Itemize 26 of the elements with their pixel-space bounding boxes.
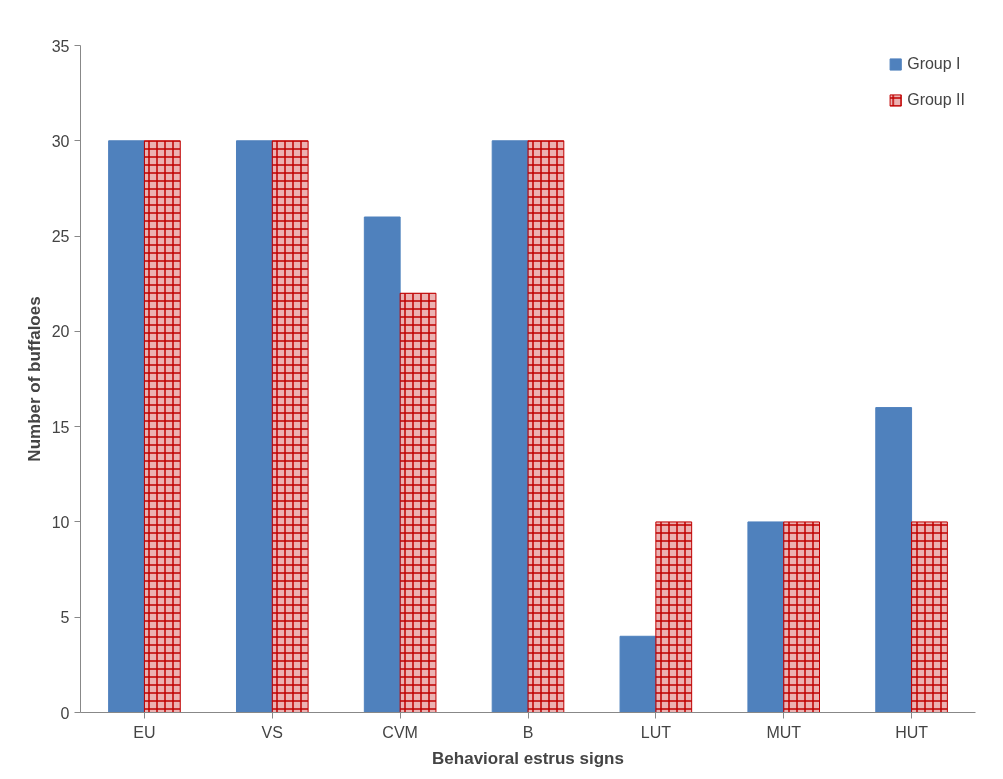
x-tick-label: HUT — [895, 723, 929, 741]
y-tick-label: 5 — [60, 609, 70, 627]
y-tick-label: 15 — [51, 418, 70, 436]
x-tick-label: MUT — [766, 723, 802, 741]
bar — [235, 140, 273, 713]
y-tick-label: 35 — [51, 37, 70, 55]
x-tick-label: EU — [133, 723, 156, 741]
y-tick-label: 25 — [51, 228, 70, 246]
y-tick-label: 30 — [51, 132, 70, 150]
bar — [619, 635, 657, 713]
x-tick-label: LUT — [640, 723, 672, 741]
legend-label: Group II — [907, 91, 965, 109]
x-tick-label: CVM — [382, 723, 418, 741]
y-axis-title: Number of buffaloes — [24, 296, 44, 462]
bar — [363, 216, 401, 713]
x-tick-label: B — [522, 723, 534, 741]
bar — [491, 140, 529, 713]
y-tick-label: 0 — [60, 704, 70, 722]
bar — [875, 407, 913, 713]
y-tick-label: 10 — [51, 513, 70, 531]
bar — [108, 140, 145, 713]
y-tick-label: 20 — [51, 323, 70, 341]
legend-label: Group I — [907, 55, 961, 73]
x-tick-label: VS — [261, 723, 283, 741]
bar — [747, 521, 785, 713]
x-axis-title: Behavioral estrus signs — [432, 748, 624, 768]
